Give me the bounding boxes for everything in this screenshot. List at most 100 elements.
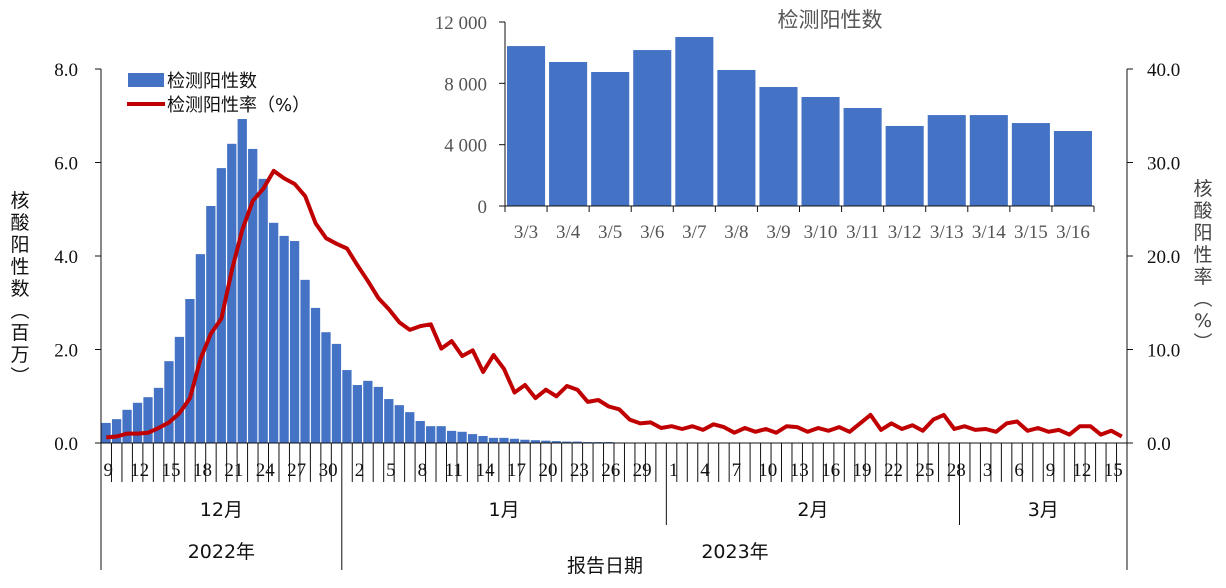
bar xyxy=(321,332,331,443)
x-tick-label: 11 xyxy=(445,460,463,481)
bar xyxy=(153,387,164,443)
x-tick-label: 13 xyxy=(790,460,809,481)
x-tick-label: 29 xyxy=(633,460,652,481)
inset-bar xyxy=(885,125,924,206)
inset-y-tick-label: 12 000 xyxy=(435,13,487,34)
bar xyxy=(551,441,561,443)
inset-x-tick-label: 3/15 xyxy=(1014,222,1048,243)
inset-bar xyxy=(675,37,714,206)
x-tick-label: 14 xyxy=(476,460,496,481)
x-tick-label: 19 xyxy=(853,460,872,481)
x-tick-label: 9 xyxy=(1046,460,1056,481)
year-label: 2022年 xyxy=(188,541,255,563)
bar xyxy=(352,385,363,443)
right-axis-label: 核酸阳性率︵% ︶ xyxy=(1193,178,1212,354)
month-label: 2月 xyxy=(797,499,828,521)
bar xyxy=(269,222,279,443)
main-line-series xyxy=(106,168,1123,440)
x-tick-label: 30 xyxy=(319,460,338,481)
bar xyxy=(436,426,446,443)
inset-x-tick-label: 3/3 xyxy=(514,222,538,243)
bar xyxy=(164,361,174,443)
inset-x-tick-label: 3/4 xyxy=(556,222,581,243)
x-tick-label: 24 xyxy=(256,460,276,481)
legend-label-rate: 检测阳性率（%） xyxy=(167,95,310,116)
inset-bar xyxy=(927,115,966,206)
inset-x-tick-label: 3/6 xyxy=(640,222,664,243)
inset-bar xyxy=(633,50,672,207)
bar xyxy=(206,205,216,443)
legend-bar-swatch xyxy=(128,73,164,87)
x-tick-label: 20 xyxy=(538,460,557,481)
bar xyxy=(101,422,111,443)
y-left-tick-label: 2.0 xyxy=(54,341,78,362)
bar xyxy=(467,434,478,443)
x-tick-label: 1 xyxy=(669,460,679,481)
x-tick-label: 4 xyxy=(700,460,710,481)
legend: 检测阳性数 检测阳性率（%） xyxy=(127,71,310,116)
x-tick-label: 28 xyxy=(947,460,966,481)
left-axis-label: 核酸阳性数︵百万︶ xyxy=(10,190,29,388)
x-tick-label: 3 xyxy=(983,460,993,481)
y-right-tick-label: 30.0 xyxy=(1147,154,1180,175)
bar xyxy=(426,426,436,443)
inset-bar xyxy=(591,71,630,206)
bar xyxy=(384,399,394,443)
x-tick-label: 12 xyxy=(130,460,149,481)
x-tick-label: 27 xyxy=(287,460,306,481)
bar xyxy=(499,437,509,443)
x-tick-label: 2 xyxy=(355,460,365,481)
bar xyxy=(373,386,383,443)
bar xyxy=(342,370,352,443)
bar xyxy=(122,409,132,443)
inset-bar xyxy=(969,115,1008,206)
inset-x-tick-label: 3/5 xyxy=(598,222,622,243)
bar xyxy=(331,343,342,443)
inset-bar xyxy=(843,108,882,206)
x-tick-label: 22 xyxy=(884,460,903,481)
inset-x-tick-label: 3/9 xyxy=(766,222,790,243)
inset-y-tick-label: 4 000 xyxy=(444,136,487,157)
x-tick-label: 25 xyxy=(915,460,934,481)
month-label: 3月 xyxy=(1028,499,1059,521)
x-tick-label: 26 xyxy=(601,460,620,481)
month-label: 1月 xyxy=(489,499,520,521)
inset-bar xyxy=(717,69,756,206)
y-right-tick-label: 20.0 xyxy=(1147,247,1180,268)
x-tick-label: 8 xyxy=(418,460,428,481)
y-left-tick-label: 4.0 xyxy=(54,247,78,268)
x-tick-label: 16 xyxy=(821,460,840,481)
inset-bar xyxy=(759,87,798,206)
inset-x-tick-label: 3/14 xyxy=(972,222,1006,243)
inset-x-tick-label: 3/7 xyxy=(682,222,706,243)
bar xyxy=(248,148,258,443)
inset-bar xyxy=(1053,131,1092,206)
bar xyxy=(509,438,520,443)
inset-bar xyxy=(801,96,840,206)
bar xyxy=(415,421,425,443)
inset-bar xyxy=(1011,123,1050,206)
inset-title: 检测阳性数 xyxy=(778,8,883,32)
svg-text:核酸阳性数︵百万︶: 核酸阳性数︵百万︶ xyxy=(10,190,29,388)
bar xyxy=(258,178,268,444)
bar xyxy=(394,405,404,443)
y-right-tick-label: 0.0 xyxy=(1147,434,1171,455)
y-right-tick-label: 10.0 xyxy=(1147,341,1180,362)
bar xyxy=(310,307,321,443)
inset-x-tick-label: 3/12 xyxy=(888,222,922,243)
x-tick-label: 18 xyxy=(193,460,212,481)
x-tick-label: 7 xyxy=(732,460,742,481)
x-axis-title: 报告日期 xyxy=(567,555,643,577)
legend-label-count: 检测阳性数 xyxy=(167,71,257,92)
bar xyxy=(132,402,143,443)
inset-x-tick-label: 3/8 xyxy=(724,222,748,243)
bar xyxy=(520,439,530,443)
y-right-tick-label: 40.0 xyxy=(1147,60,1180,81)
x-tick-label: 21 xyxy=(224,460,243,481)
bar xyxy=(488,437,499,443)
bar xyxy=(237,119,247,444)
x-tick-label: 10 xyxy=(758,460,777,481)
inset-y-tick-label: 0 xyxy=(478,197,488,218)
y-left-tick-label: 0.0 xyxy=(54,434,78,455)
bar xyxy=(279,235,289,443)
